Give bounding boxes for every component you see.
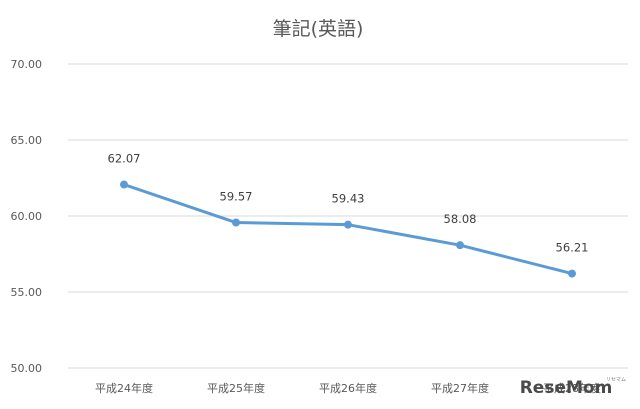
data-point [456,241,464,250]
chart-title: 筆記(英語) [273,18,364,40]
series-layer [120,180,576,278]
y-tick-label: 55.00 [11,286,43,299]
x-tick-label: 平成25年度 [207,381,265,395]
watermark-logo: ReseMom リセマム [520,377,626,398]
watermark-subtext: リセマム [606,377,626,383]
x-tick-label: 平成28年度 [543,381,601,395]
x-tick-label: 平成24年度 [95,381,153,395]
data-point [344,220,352,229]
y-tick-label: 65.00 [11,134,43,147]
grid-lines [68,63,628,369]
y-tick-label: 50.00 [11,362,43,375]
data-label: 59.43 [332,192,365,206]
data-point [568,269,576,278]
x-tick-label: 平成26年度 [319,381,377,395]
x-tick-label: 平成27年度 [431,381,489,395]
y-tick-label: 60.00 [11,210,43,223]
data-point [120,180,128,189]
y-tick-label: 70.00 [11,58,43,71]
data-label: 58.08 [444,212,477,226]
data-label: 62.07 [108,152,141,166]
data-labels: 62.07 59.57 59.43 58.08 56.21 [108,152,589,255]
data-label: 56.21 [556,241,589,255]
data-label: 59.57 [220,190,253,204]
y-axis-ticks: 50.00 55.00 60.00 65.00 70.00 [11,58,43,375]
watermark-text: ReseMom [520,378,613,398]
x-axis-ticks: 平成24年度 平成25年度 平成26年度 平成27年度 平成28年度 [95,381,601,395]
data-point [232,218,240,227]
